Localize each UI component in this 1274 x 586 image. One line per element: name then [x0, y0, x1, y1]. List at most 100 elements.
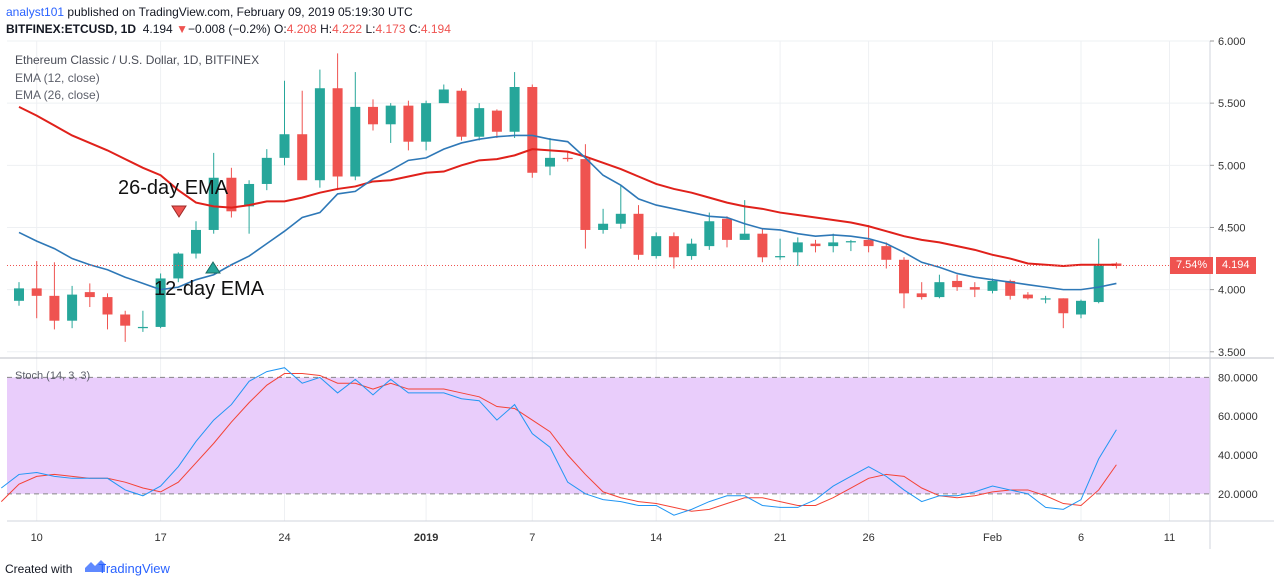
candle [704, 212, 715, 250]
stoch-axis[interactable]: 80.0000 60.0000 40.0000 20.0000 [1218, 372, 1258, 500]
candle-body [686, 243, 697, 257]
candle [1058, 298, 1069, 329]
candle-body [403, 105, 414, 142]
price-axis[interactable]: 6.000 5.500 5.000 4.500 4.000 3.500 [1210, 36, 1246, 359]
time-tick-label: 7 [529, 532, 535, 544]
price-tick-label: 4.000 [1218, 285, 1246, 297]
candle-body [633, 213, 644, 255]
candle-body [31, 288, 42, 296]
legend-ema26[interactable]: EMA (26, close) [15, 88, 100, 102]
stoch-tick-label: 40.0000 [1218, 450, 1258, 462]
candle [491, 109, 502, 138]
candle-body [155, 278, 166, 327]
candle-body [456, 90, 467, 137]
candle-body [828, 242, 839, 247]
candle-body [545, 157, 555, 167]
candle [261, 149, 272, 191]
candle-body [792, 242, 803, 253]
author-link[interactable]: analyst101 [6, 5, 65, 19]
open-label: O: [274, 22, 287, 36]
candle-body [845, 241, 856, 243]
candle [31, 261, 42, 319]
candle [102, 293, 113, 330]
low-label: L: [365, 22, 376, 36]
time-tick-label: 24 [278, 532, 290, 544]
candle-body [1022, 294, 1033, 299]
last-price: 4.194 [142, 22, 173, 36]
footer-text: Created with [5, 562, 73, 576]
candle-body [775, 256, 786, 258]
candle-body [261, 157, 272, 184]
footer-brand-link[interactable]: TradingView [98, 561, 170, 576]
footer: Created with TradingView [5, 561, 170, 576]
candle-body [120, 314, 131, 326]
time-tick-label: 26 [862, 532, 874, 544]
candle [120, 310, 131, 342]
candle [881, 242, 892, 269]
low-value: 4.173 [375, 22, 406, 36]
stoch-tick-label: 80.0000 [1218, 372, 1258, 384]
last-price-badge: 4.194 [1216, 257, 1256, 274]
candle-body [208, 177, 219, 230]
down-arrow-icon: ▼ [176, 22, 188, 36]
candle [14, 282, 24, 306]
candle-body [385, 105, 396, 125]
candle-body [899, 259, 909, 294]
candle-body [722, 218, 732, 240]
candle [686, 238, 697, 260]
candle [916, 282, 927, 300]
candle-body [491, 110, 502, 132]
buy-arrow-icon [205, 261, 221, 274]
candle-body [615, 213, 626, 224]
candle [509, 72, 520, 138]
candle-body [14, 288, 24, 301]
price-pane[interactable] [7, 41, 1210, 351]
legend-ema12[interactable]: EMA (12, close) [15, 71, 100, 85]
candle [987, 278, 998, 294]
candle [580, 144, 591, 249]
candle [845, 239, 856, 252]
candle [952, 274, 963, 291]
candle [456, 88, 467, 141]
sell-arrow-icon [171, 205, 187, 218]
candle [84, 283, 95, 308]
candle [137, 310, 148, 332]
time-tick-label: 11 [1164, 532, 1175, 544]
high-label: H: [320, 22, 333, 36]
stoch-band-lines [7, 376, 1210, 495]
candle-body [527, 86, 538, 173]
candle [155, 273, 166, 329]
price-tick-label: 5.500 [1218, 98, 1246, 110]
candle-body [916, 293, 927, 298]
candle-body [49, 295, 60, 321]
candle [226, 167, 237, 218]
candle [545, 137, 555, 176]
candle-body [474, 108, 485, 137]
time-tick-label: 6 [1078, 532, 1084, 544]
candle [527, 84, 538, 178]
candle-body [191, 229, 201, 254]
candle-body [244, 183, 255, 207]
candle [1093, 238, 1104, 304]
stoch-k-line [0, 367, 1117, 516]
candle-body [704, 221, 715, 247]
open-value: 4.208 [286, 22, 317, 36]
candle-body [297, 134, 308, 181]
candle-body [987, 280, 998, 291]
high-value: 4.222 [332, 22, 363, 36]
time-axis[interactable]: 10 17 24 2019 7 14 21 26 Feb 6 11 [31, 532, 1176, 544]
candle-body [350, 106, 361, 177]
stoch-band [7, 377, 1210, 494]
candle [244, 180, 255, 234]
candle-body [969, 287, 980, 290]
time-tick-label: 10 [31, 532, 43, 544]
candle [332, 53, 343, 191]
legend-stoch[interactable]: Stoch (14, 3, 3) [15, 370, 91, 382]
candle [1022, 292, 1033, 300]
candle [757, 228, 768, 263]
time-tick-label: Feb [983, 532, 1002, 544]
candle [828, 233, 839, 253]
time-tick-label: 17 [154, 532, 166, 544]
close-label: C: [408, 22, 421, 36]
